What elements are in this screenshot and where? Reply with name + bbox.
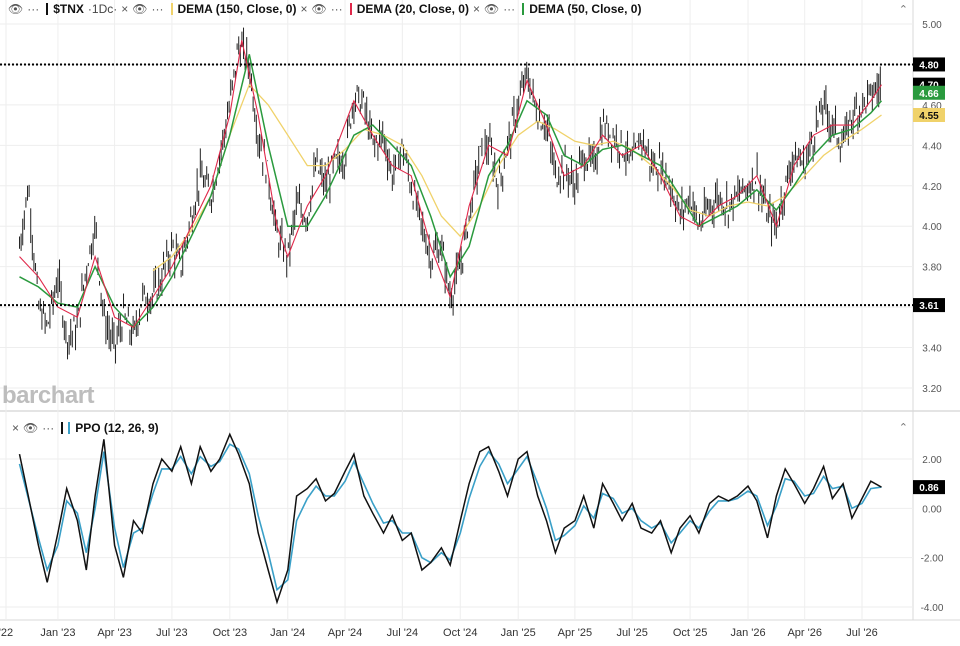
price-tag: 4.55 bbox=[919, 111, 939, 122]
more-icon[interactable]: ··· bbox=[42, 421, 55, 435]
x-tick-label: '22 bbox=[0, 627, 13, 639]
y-tick-label: 5.00 bbox=[922, 20, 942, 31]
y-tick-label: 3.80 bbox=[922, 263, 942, 274]
ppo-y-tick-label: -4.00 bbox=[921, 603, 944, 614]
more-icon[interactable]: ··· bbox=[503, 2, 516, 16]
collapse-main-icon[interactable]: ⌃ bbox=[898, 4, 908, 16]
more-icon[interactable]: ··· bbox=[330, 2, 343, 16]
x-tick-label: Jul '23 bbox=[156, 627, 187, 639]
dema150-line bbox=[152, 83, 882, 272]
x-tick-label: Jan '24 bbox=[270, 627, 305, 639]
symbol-swatch bbox=[46, 3, 49, 15]
y-tick-label: 4.60 bbox=[922, 101, 942, 112]
ppo-value-tag: 0.86 bbox=[919, 483, 939, 494]
close-icon[interactable]: × bbox=[300, 2, 308, 16]
x-tick-label: Oct '25 bbox=[673, 627, 708, 639]
x-tick-label: Apr '26 bbox=[787, 627, 822, 639]
main-legend: 👁 ··· $TNX ·1Dc· × 👁 ··· DEMA (150, Clos… bbox=[8, 2, 641, 16]
y-tick-label: 3.40 bbox=[922, 344, 942, 355]
ppo-y-tick-label: 2.00 bbox=[922, 455, 942, 466]
x-tick-label: Jul '26 bbox=[846, 627, 877, 639]
price-tag: 3.61 bbox=[919, 301, 939, 312]
eye-icon[interactable]: 👁 bbox=[311, 2, 327, 16]
dema150-label[interactable]: DEMA (150, Close, 0) bbox=[177, 2, 297, 16]
ppo-line bbox=[18, 432, 882, 605]
symbol-label: $TNX bbox=[53, 2, 84, 16]
close-icon[interactable]: × bbox=[121, 2, 129, 16]
ppo-label[interactable]: PPO (12, 26, 9) bbox=[75, 421, 159, 435]
x-tick-label: Jan '26 bbox=[730, 627, 765, 639]
main-plot-area bbox=[0, 0, 913, 410]
collapse-ppo-icon[interactable]: ⌃ bbox=[898, 422, 908, 434]
x-tick-label: Apr '24 bbox=[328, 627, 363, 639]
x-tick-label: Apr '23 bbox=[97, 627, 132, 639]
y-tick-label: 4.00 bbox=[922, 222, 942, 233]
ppo-swatch bbox=[61, 422, 64, 434]
dema150-swatch bbox=[170, 3, 173, 15]
y-tick-label: 3.20 bbox=[922, 384, 942, 395]
price-tag-bg bbox=[913, 57, 945, 72]
y-tick-label: 4.20 bbox=[922, 182, 942, 193]
more-icon[interactable]: ··· bbox=[27, 2, 40, 16]
interval-label[interactable]: ·1Dc· bbox=[87, 2, 118, 16]
x-tick-label: Oct '24 bbox=[443, 627, 478, 639]
eye-icon[interactable]: 👁 bbox=[483, 2, 500, 16]
dema50-line bbox=[19, 54, 883, 329]
close-icon[interactable]: × bbox=[12, 421, 20, 435]
eye-icon[interactable]: 👁 bbox=[23, 421, 39, 435]
dema50-swatch bbox=[522, 3, 525, 15]
more-icon[interactable]: ··· bbox=[151, 2, 164, 16]
dema20-label[interactable]: DEMA (20, Close, 0) bbox=[356, 2, 469, 16]
barchart-watermark: barchart bbox=[2, 382, 95, 409]
price-tag: 4.80 bbox=[919, 60, 939, 71]
x-tick-label: Jan '25 bbox=[501, 627, 536, 639]
x-tick-label: Apr '25 bbox=[558, 627, 593, 639]
x-tick-label: Oct '23 bbox=[213, 627, 248, 639]
ppo-y-tick-label: 0.00 bbox=[922, 504, 942, 515]
price-tag: 4.66 bbox=[919, 89, 939, 100]
x-tick-label: Jul '25 bbox=[616, 627, 647, 639]
price-tag-bg bbox=[913, 298, 945, 313]
dema20-line bbox=[19, 40, 882, 329]
eye-icon[interactable]: 👁 bbox=[8, 2, 24, 16]
y-tick-label: 4.40 bbox=[922, 141, 942, 152]
dema20-swatch bbox=[349, 3, 352, 15]
x-tick-label: Jul '24 bbox=[387, 627, 418, 639]
eye-icon[interactable]: 👁 bbox=[132, 2, 148, 16]
ppo-legend: × 👁 ··· PPO (12, 26, 9) bbox=[12, 421, 159, 435]
ppo-value-tag-bg bbox=[913, 480, 945, 495]
ppo-signal-line bbox=[18, 443, 882, 592]
dema50-label[interactable]: DEMA (50, Close, 0) bbox=[529, 2, 642, 16]
x-tick-label: Jan '23 bbox=[40, 627, 75, 639]
price-tag-bg bbox=[913, 108, 945, 122]
close-icon[interactable]: × bbox=[472, 2, 480, 16]
price-tag-bg bbox=[913, 85, 945, 100]
ppo-y-tick-label: -2.00 bbox=[921, 554, 944, 565]
ppo-signal-swatch bbox=[68, 422, 71, 434]
